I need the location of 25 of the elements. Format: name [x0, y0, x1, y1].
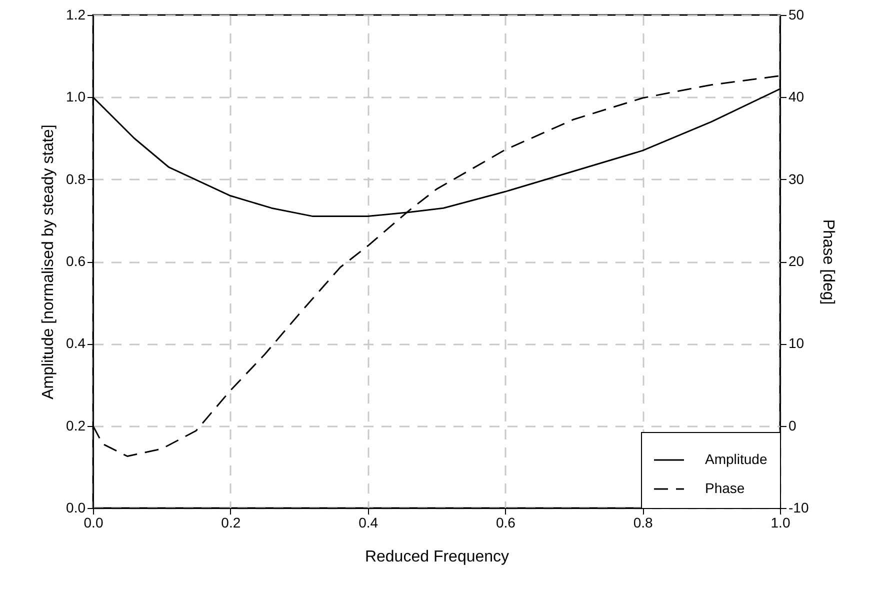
x-tick-label: 0.2 [221, 514, 241, 530]
x-tick-label: 0.0 [84, 514, 104, 530]
x-tick-label: 1.0 [770, 514, 790, 530]
y2-tick-label: 30 [788, 170, 804, 187]
x-axis-title: Reduced Frequency [364, 548, 510, 566]
y2-tick-label: 40 [788, 88, 804, 105]
y2-axis-title: Phase [deg] [820, 219, 837, 305]
y-tick-label: 0.8 [66, 170, 86, 187]
y-tick-label: 0.0 [66, 500, 86, 516]
y-tick-label: 1.2 [66, 6, 86, 22]
legend-label: Phase [705, 480, 745, 496]
y-axis-title: Amplitude [normalised by steady state] [40, 124, 58, 400]
x-tick-label: 0.4 [358, 514, 378, 530]
y2-tick-label: -10 [788, 500, 809, 516]
x-tick-label: 0.6 [496, 514, 516, 530]
y2-tick-label: 50 [788, 6, 804, 22]
y-tick-label: 0.2 [66, 417, 86, 434]
y2-tick-label: 10 [788, 335, 804, 352]
y-tick-label: 0.4 [66, 335, 86, 352]
legend-label: Amplitude [705, 451, 768, 467]
y2-tick-label: 20 [788, 253, 804, 269]
x-tick-label: 0.8 [633, 514, 654, 530]
y2-tick-label: 0 [788, 417, 796, 434]
y-tick-label: 0.6 [66, 253, 86, 269]
y-tick-label: 1.0 [66, 88, 86, 105]
